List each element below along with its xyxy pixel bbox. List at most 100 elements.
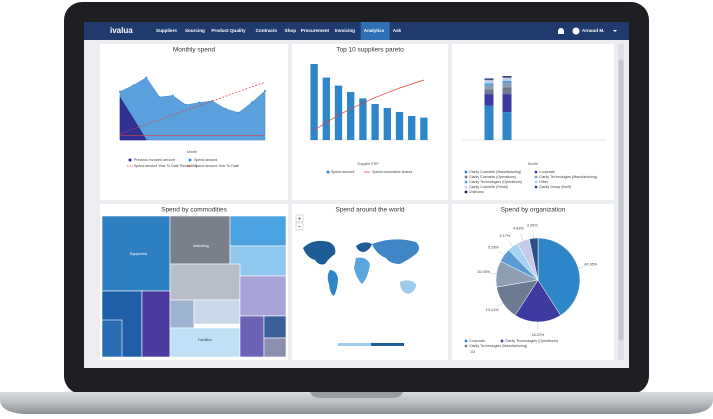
pie-label: 18.22%	[531, 333, 545, 337]
user-avatar[interactable]	[572, 27, 580, 35]
legend-label: Clarity Technologies (Operations)	[505, 339, 558, 343]
pie-leader	[496, 302, 503, 308]
legend-swatch	[188, 158, 192, 162]
pie-label: 5.28%	[488, 246, 499, 250]
x-axis-label: Supplier ERP	[357, 162, 379, 166]
x-axis-label: Month	[187, 150, 197, 154]
pie-slice[interactable]	[514, 279, 561, 323]
bar-segment	[484, 105, 494, 140]
legend-label: Clarity Technologies (Manufacturing)	[469, 344, 527, 348]
nav-bar	[84, 22, 629, 40]
nav-item[interactable]: Ask	[393, 28, 402, 33]
nav-item[interactable]: Sourcing	[185, 28, 205, 33]
x-axis-label: Month	[528, 162, 538, 166]
nav-item[interactable]: Contracts	[256, 28, 278, 33]
point	[119, 90, 121, 93]
bar-segment	[484, 85, 494, 90]
bar	[322, 77, 330, 140]
pie-label: 40.95%	[584, 263, 598, 267]
point	[171, 94, 174, 97]
bar-segment	[502, 83, 512, 88]
legend-label: Clarity Cosmetic (Manufacturing)	[469, 170, 521, 174]
legend-label: Other	[539, 180, 549, 184]
bar-segment	[502, 76, 512, 77]
nav-item[interactable]: Product Quality	[211, 28, 246, 33]
nav-item[interactable]: Analytics	[364, 28, 385, 33]
bar	[310, 64, 318, 140]
legend-swatch	[464, 170, 468, 174]
nav-item[interactable]: Suppliers	[156, 28, 177, 33]
legend-swatch	[464, 180, 468, 184]
bar-segment	[502, 112, 512, 140]
point	[250, 101, 253, 104]
nav-item[interactable]: Shop	[285, 28, 297, 33]
point	[132, 84, 135, 87]
nav-item[interactable]: Procurement	[301, 28, 330, 33]
pie-label: 4.83%	[513, 227, 524, 231]
legend-label: Corporate	[469, 339, 485, 343]
area	[119, 96, 147, 141]
user-menu-caret[interactable]	[613, 30, 617, 32]
bar-segment	[484, 83, 494, 86]
legend-pager[interactable]: 1/3	[470, 350, 475, 354]
bar-segment	[484, 81, 494, 84]
legend-label: Spend amount	[331, 170, 354, 174]
bar-segment	[484, 79, 494, 81]
panel	[452, 44, 614, 200]
point	[237, 111, 240, 114]
panel-title: Spend by organization	[501, 207, 566, 214]
point	[145, 76, 148, 79]
pie-leader	[520, 234, 524, 241]
world-map	[295, 214, 419, 346]
treemap-label: Facilities	[198, 338, 212, 342]
point	[184, 103, 187, 106]
logo[interactable]: ivalua	[110, 26, 133, 35]
legend-swatch	[464, 344, 468, 348]
legend-swatch	[464, 339, 468, 343]
legend-label: Clarity Cosmetic (Retail)	[469, 185, 508, 189]
legend-label: Corporate	[539, 170, 555, 174]
bar	[359, 98, 367, 140]
nav-active	[360, 22, 390, 40]
panel-title: Monthly spend	[173, 47, 216, 54]
legend-swatch	[534, 170, 538, 174]
point	[264, 89, 266, 92]
panel-title: Spend around the world	[335, 207, 404, 214]
pie-label: 3.35%	[527, 223, 538, 227]
bar-segment	[502, 76, 512, 78]
pie-label: 10.06%	[477, 270, 491, 274]
pie-leader	[498, 251, 505, 256]
line	[313, 79, 425, 131]
legend-swatch	[128, 158, 132, 162]
point	[224, 107, 227, 110]
treemap: Equipment Marketing Facilities	[101, 215, 287, 358]
legend-swatch	[326, 170, 330, 174]
bar-segment	[484, 78, 494, 80]
legend-swatch	[464, 175, 468, 179]
legend-swatch	[500, 339, 504, 343]
bar	[371, 104, 379, 140]
legend-label: Previous invoiced amount	[134, 158, 175, 162]
nav-items: Suppliers Sourcing Product Quality Contract…	[156, 22, 402, 40]
pie-label: 4.17%	[500, 234, 511, 238]
base-notch	[310, 392, 403, 398]
legend-label: Clarity Technologies (Manufacturing)	[539, 175, 597, 179]
pie-leader	[578, 266, 586, 269]
legend-label: Clarity Cosmetic (Operations)	[469, 175, 516, 179]
point	[198, 101, 201, 104]
laptop-base	[0, 392, 713, 414]
bar-segment	[502, 77, 512, 80]
line	[119, 81, 266, 135]
bar-segment	[502, 94, 512, 113]
bar-segment	[502, 80, 512, 84]
scrollbar-thumb[interactable]	[618, 60, 624, 340]
legend-label: Spend amount Year To Date	[194, 164, 239, 168]
notification-bell[interactable]	[558, 28, 564, 34]
legend-swatch	[534, 180, 538, 184]
panel	[292, 204, 448, 360]
pie-slice[interactable]	[528, 237, 539, 281]
legend-label: Clarity Technologies (Operations)	[469, 180, 522, 184]
user-name[interactable]: Arnaud M.	[582, 28, 604, 33]
nav-item[interactable]: Invoicing	[335, 28, 355, 33]
